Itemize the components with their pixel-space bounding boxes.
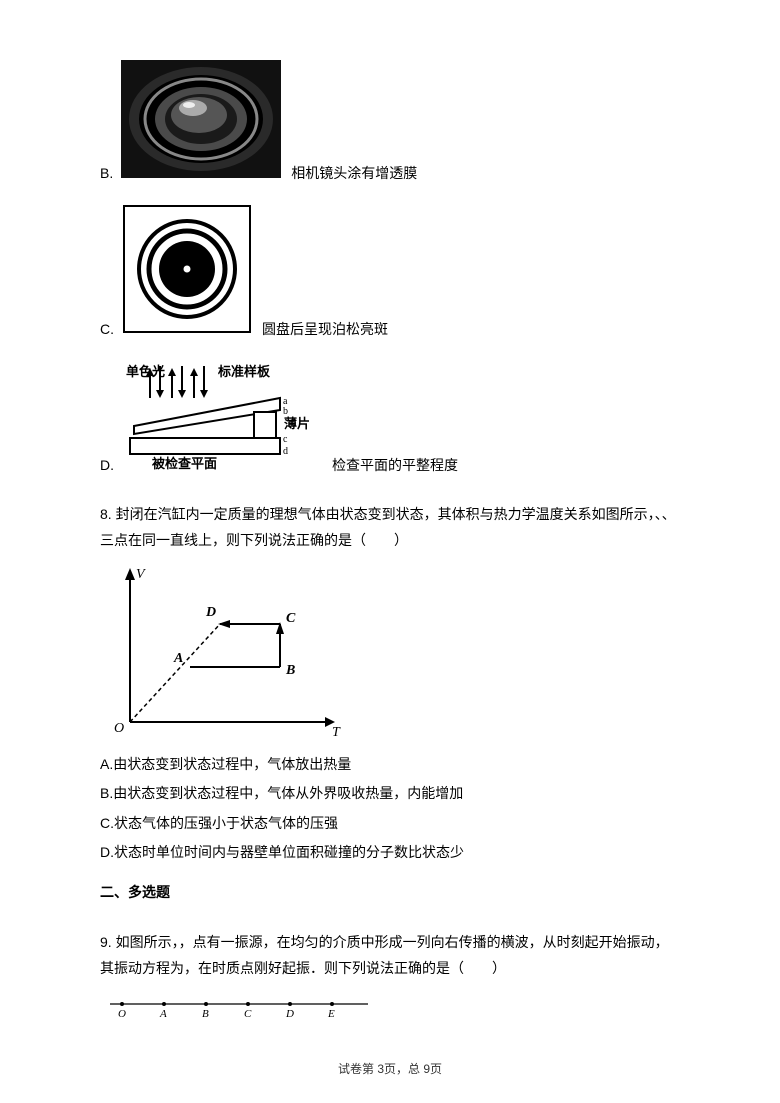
pt-A: A [173,651,183,666]
page-footer: 试卷第 3页，总 9页 [0,1059,780,1081]
q8-choice-d: D.状态时单位时间内与器壁单位面积碰撞的分子数比状态少 [100,838,680,867]
axis-lbl-O: O [118,1008,126,1020]
axis-lbl-A: A [159,1008,167,1020]
y-axis-label: V [136,567,146,582]
q9-stem: 9. 如图所示，，点有一振源，在均匀的介质中形成一列向右传播的横波，从时刻起开始… [100,929,680,982]
origin-label: O [114,721,124,736]
axis-lbl-E: E [327,1008,335,1020]
option-d-figure: 单色光 标准样板 a b c d 薄片 被检查平面 [122,360,322,478]
q8-stem: 8. 封闭在汽缸内一定质量的理想气体由状态变到状态，其体积与热力学温度关系如图所… [100,501,680,554]
q8-choice-b: B.由状态变到状态过程中，气体从外界吸收热量，内能增加 [100,779,680,808]
option-c-row: C. 圆盘后呈现泊松亮斑 [100,204,680,342]
option-b-text: 相机镜头涂有增透膜 [291,161,417,186]
pt-C: C [286,611,296,626]
section-multi: 二、多选题 [100,878,680,907]
axis-lbl-B: B [202,1008,209,1020]
axis-lbl-D: D [285,1008,294,1020]
option-d-label: D. [100,453,114,478]
mark-d: d [283,446,288,457]
option-c-text: 圆盘后呈现泊松亮斑 [262,317,388,342]
mark-c: c [283,434,288,445]
surface-label: 被检查平面 [151,456,217,470]
x-axis-label: T [332,725,341,740]
option-c-label: C. [100,317,114,342]
q8-choice-c: C.状态气体的压强小于状态气体的压强 [100,809,680,838]
q8-choice-a: A.由状态变到状态过程中，气体放出热量 [100,750,680,779]
pt-B: B [285,663,295,678]
axis-lbl-C: C [244,1008,252,1020]
option-b-figure [121,60,281,186]
option-b-label: B. [100,161,113,186]
option-d-row: D. 单色光 标准样板 a [100,360,680,478]
mono-light-label: 单色光 [126,364,165,379]
option-b-row: B. 相机镜头涂有增透膜 [100,60,680,186]
option-d-text: 检查平面的平整程度 [332,453,458,478]
pt-D: D [205,605,216,620]
q9-axis-figure: O A B C D E [100,990,680,1028]
standard-label: 标准样板 [217,364,271,379]
option-c-figure [122,204,252,342]
thin-piece-label: 薄片 [284,416,310,431]
q8-chart: O T V A B C D [100,562,680,750]
